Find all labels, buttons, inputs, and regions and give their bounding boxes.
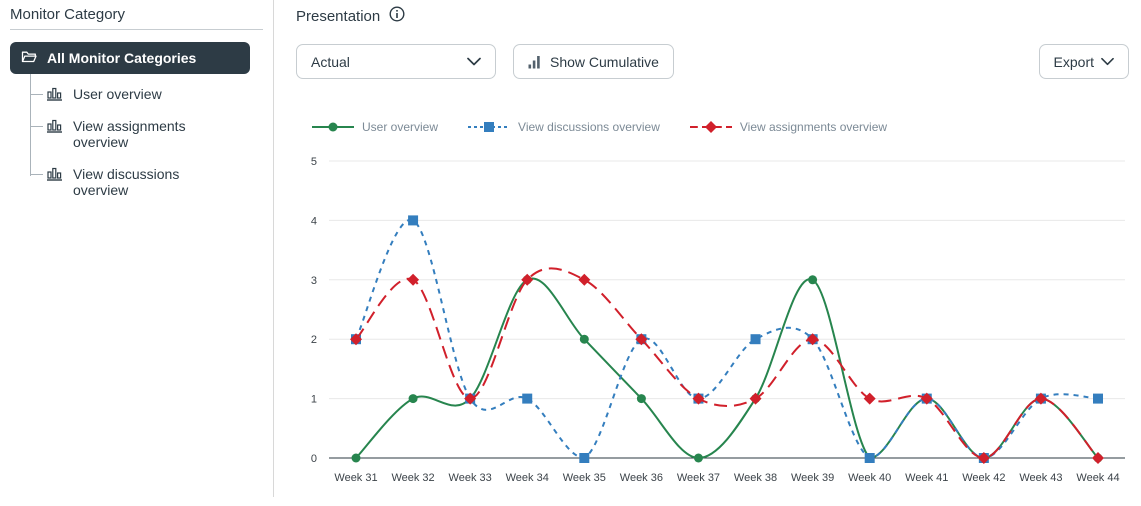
x-tick-label: Week 44 (1076, 472, 1119, 484)
chevron-down-icon (1101, 57, 1114, 66)
y-tick-label: 3 (311, 275, 317, 287)
sidebar-item-view-assignments-overview[interactable]: View assignments overview (30, 110, 263, 158)
bar-chart-icon (47, 87, 62, 101)
export-button[interactable]: Export (1038, 44, 1129, 79)
x-tick-label: Week 43 (1019, 472, 1062, 484)
cumulative-chart-icon (528, 55, 540, 68)
x-tick-label: Week 37 (677, 472, 720, 484)
y-tick-label: 0 (311, 453, 317, 465)
show-cumulative-button[interactable]: Show Cumulative (513, 44, 674, 79)
export-label: Export (1053, 53, 1094, 70)
legend-item-user-overview[interactable]: User overview (312, 120, 438, 134)
chart-legend: User overview View discussions overview Vi… (312, 120, 1141, 134)
chevron-down-icon (467, 57, 481, 66)
sidebar-item-label: View assignments overview (73, 118, 186, 150)
info-icon[interactable] (389, 6, 405, 27)
series-view-assignments-overview (350, 267, 1104, 464)
legend-item-view-assignments-overview[interactable]: View assignments overview (689, 120, 888, 134)
legend-label: View assignments overview (739, 120, 888, 134)
x-tick-label: Week 36 (620, 472, 663, 484)
y-tick-label: 2 (311, 334, 317, 346)
sidebar-item-view-discussions-overview[interactable]: View discussions overview (30, 158, 263, 206)
x-tick-label: Week 41 (905, 472, 948, 484)
sidebar-item-user-overview[interactable]: User overview (30, 78, 263, 110)
show-cumulative-label: Show Cumulative (550, 53, 659, 70)
sidebar-divider (10, 29, 263, 30)
y-tick-label: 4 (311, 215, 317, 227)
sidebar-item-label: User overview (73, 86, 162, 102)
legend-label: View discussions overview (518, 120, 660, 134)
presentation-panel: Presentation Actual (274, 0, 1141, 506)
legend-swatch-diamond (689, 121, 732, 133)
x-tick-label: Week 34 (506, 472, 549, 484)
legend-item-view-discussions-overview[interactable]: View discussions overview (468, 120, 660, 134)
presentation-select[interactable]: Actual (296, 44, 496, 79)
x-tick-label: Week 38 (734, 472, 777, 484)
x-tick-label: Week 39 (791, 472, 834, 484)
legend-label: User overview (362, 120, 439, 134)
x-tick-label: Week 42 (962, 472, 1005, 484)
sidebar-item-label: All Monitor Categories (47, 50, 197, 66)
folder-icon (21, 49, 37, 67)
page-title: Presentation (296, 8, 381, 25)
bar-chart-icon (47, 167, 62, 181)
toolbar: Actual Show Cumulative Export (296, 44, 1141, 79)
monitor-category-sidebar: Monitor Category All Monitor Categories … (0, 0, 274, 497)
presentation-line-chart: 0 1 2 3 4 5 Week 31 Week 32 Week 33 Week 34 Week 3… (311, 156, 1125, 484)
sidebar-title: Monitor Category (10, 6, 126, 23)
sidebar-item-all-monitor-categories[interactable]: All Monitor Categories (10, 42, 250, 74)
category-tree: User overview View assignments overview (30, 74, 263, 206)
legend-swatch-square (468, 122, 511, 132)
series-user-overview (351, 275, 1103, 463)
x-tick-label: Week 32 (391, 472, 434, 484)
x-tick-label: Week 31 (334, 472, 377, 484)
x-tick-label: Week 35 (563, 472, 606, 484)
bar-chart-icon (47, 119, 62, 133)
x-tick-label: Week 33 (449, 472, 492, 484)
x-tick-label: Week 40 (848, 472, 891, 484)
main-header: Presentation (296, 6, 1141, 27)
sidebar-item-label: View discussions overview (73, 166, 180, 198)
presentation-select-value: Actual (311, 53, 350, 70)
y-tick-label: 5 (311, 156, 317, 168)
legend-swatch-circle (312, 122, 354, 132)
y-tick-label: 1 (311, 394, 317, 406)
